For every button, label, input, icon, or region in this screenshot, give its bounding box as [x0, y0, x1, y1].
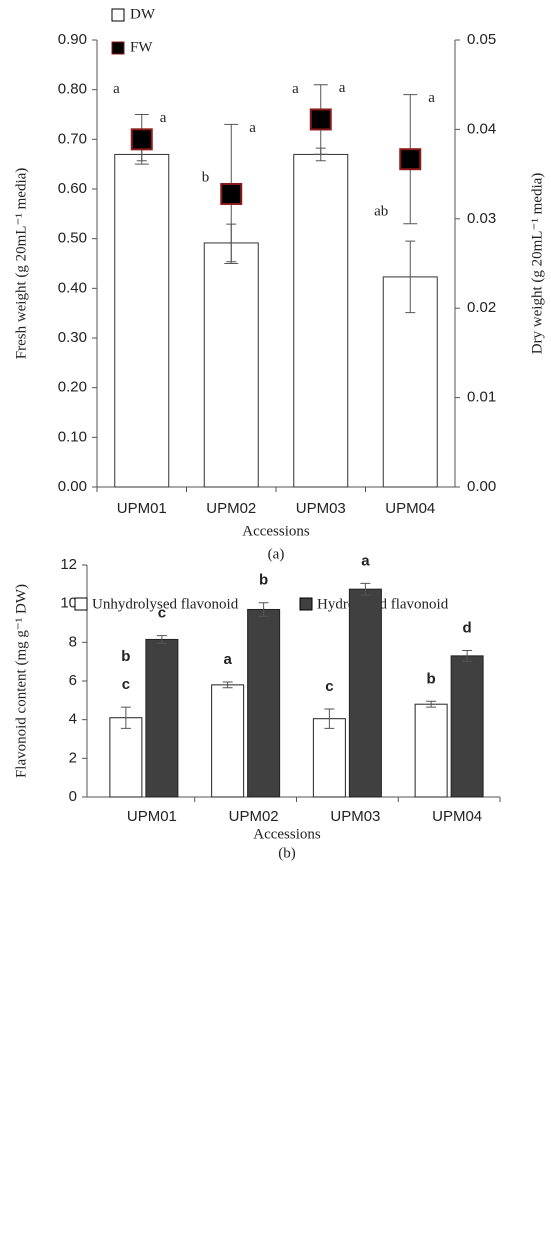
legend-swatch — [111, 41, 125, 55]
data-label: a — [160, 110, 167, 126]
legend-swatch — [111, 8, 125, 22]
y-tick-label: 0.40 — [58, 279, 87, 296]
caption: (b) — [278, 845, 296, 861]
x-tick-label: UPM03 — [330, 808, 380, 825]
x-axis-title: Accessions — [242, 523, 310, 539]
y2-axis-title: Dry weight (g 20mL⁻¹ media) — [529, 173, 545, 355]
legend-swatch — [299, 597, 313, 611]
marker — [399, 148, 422, 171]
error-bar — [426, 700, 437, 708]
y-tick-label: 0 — [69, 788, 77, 805]
data-label: a — [223, 651, 232, 668]
y-tick-label: 0.00 — [58, 478, 87, 495]
error-bar — [405, 240, 416, 314]
y-tick-label: 0.05 — [467, 31, 496, 48]
legend-swatch — [74, 597, 88, 611]
legend-label: Hydrolysed flavonoid — [317, 596, 449, 612]
y-tick-label: 0.01 — [467, 389, 496, 406]
bar — [348, 588, 382, 798]
data-label: b — [427, 670, 436, 687]
y-tick-label: 12 — [60, 556, 77, 573]
data-label: a — [361, 552, 370, 569]
bar — [293, 153, 349, 488]
legend-label: DW — [130, 6, 156, 22]
bar — [145, 638, 179, 798]
marker — [130, 128, 153, 151]
data-label: c — [122, 676, 130, 693]
y-tick-label: 8 — [69, 633, 77, 650]
x-tick-label: UPM03 — [296, 500, 346, 517]
caption: (a) — [268, 546, 285, 562]
y-tick-label: 4 — [69, 711, 77, 728]
y-tick-label: 10 — [60, 595, 77, 612]
x-tick-label: UPM04 — [432, 808, 482, 825]
error-bar — [324, 708, 335, 729]
data-label: c — [158, 605, 166, 622]
y-tick-label: 0.00 — [467, 478, 496, 495]
y-tick-label: 0.04 — [467, 120, 496, 137]
legend-label: FW — [130, 39, 153, 55]
y-tick-label: 0.50 — [58, 230, 87, 247]
data-label: a — [428, 90, 435, 106]
data-label: b — [202, 169, 210, 185]
bar — [247, 608, 281, 798]
data-label: a — [113, 81, 120, 97]
legend-label: Unhydrolysed flavonoid — [92, 596, 239, 612]
x-axis-title: Accessions — [253, 826, 321, 842]
bar — [114, 153, 170, 488]
data-label: a — [339, 80, 346, 96]
error-bar — [156, 635, 167, 644]
bar — [312, 718, 346, 798]
data-label: c — [325, 678, 333, 695]
y-tick-label: 0.03 — [467, 210, 496, 227]
data-label: a — [249, 120, 256, 136]
x-tick-label: UPM02 — [229, 808, 279, 825]
y-tick-label: 0.90 — [58, 31, 87, 48]
y-tick-label: 6 — [69, 672, 77, 689]
error-bar — [462, 649, 473, 662]
y-tick-label: 0.10 — [58, 428, 87, 445]
y-axis-title: Flavonoid content (mg g⁻¹ DW) — [13, 584, 29, 778]
data-label: b — [259, 572, 268, 589]
bar — [211, 684, 245, 798]
error-bar — [258, 602, 269, 617]
x-tick-label: UPM02 — [206, 500, 256, 517]
bar — [450, 655, 484, 798]
x-tick-label: UPM04 — [385, 500, 435, 517]
y-tick-label: 0.80 — [58, 81, 87, 98]
data-label: b — [121, 648, 130, 665]
marker — [309, 108, 332, 131]
bar — [109, 717, 143, 798]
y-axis-title: Fresh weight (g 20mL⁻¹ media) — [13, 168, 29, 360]
data-label: ab — [374, 203, 388, 219]
y-tick-label: 0.70 — [58, 130, 87, 147]
error-bar — [120, 706, 131, 729]
bar — [203, 242, 259, 488]
y-tick-label: 0.02 — [467, 299, 496, 316]
error-bar — [222, 681, 233, 689]
error-bar — [360, 582, 371, 596]
bar — [414, 703, 448, 798]
x-tick-label: UPM01 — [127, 808, 177, 825]
data-label: d — [463, 619, 472, 636]
marker — [220, 182, 243, 205]
y-tick-label: 0.30 — [58, 329, 87, 346]
x-tick-label: UPM01 — [117, 500, 167, 517]
y-tick-label: 0.20 — [58, 379, 87, 396]
y-tick-label: 2 — [69, 749, 77, 766]
data-label: a — [292, 81, 299, 97]
y-tick-label: 0.60 — [58, 180, 87, 197]
